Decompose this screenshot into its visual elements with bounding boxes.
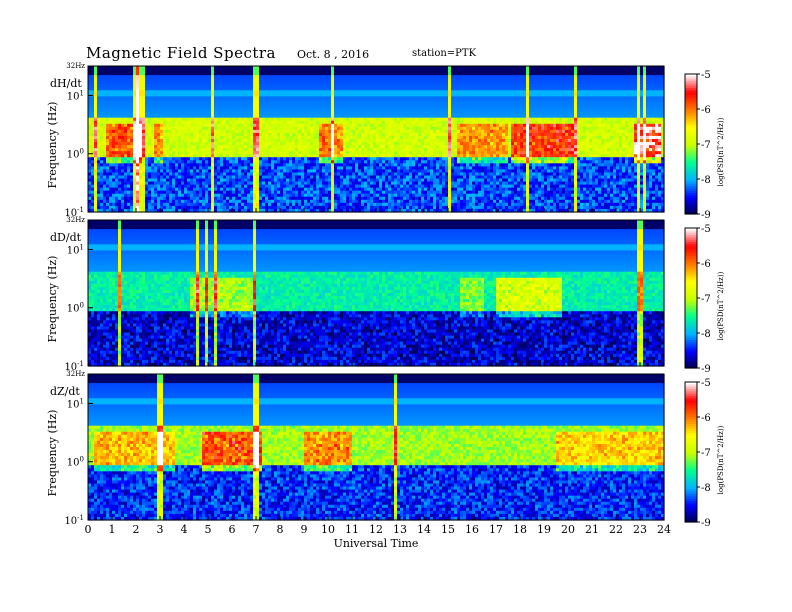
x-tick-label: 4 xyxy=(181,523,188,536)
colorbar-label: log(PSD(nT^2/Hz)) xyxy=(717,425,725,494)
colorbar-tick-label: -9 xyxy=(701,364,711,375)
y-top-label: 32Hz xyxy=(66,216,85,224)
x-tick-label: 14 xyxy=(417,523,431,536)
x-axis-label: Universal Time xyxy=(334,537,419,550)
colorbar-tick-label: -9 xyxy=(701,518,711,529)
component-label: dZ/dt xyxy=(50,385,80,398)
x-tick-label: 21 xyxy=(585,523,599,536)
colorbar-3: -5 -6 -7 -8 -9 log(PSD(nT^2/Hz)) xyxy=(685,378,725,529)
colorbar-tick-label: -7 xyxy=(701,448,711,459)
y-tick-label: 101 xyxy=(67,89,84,102)
y-tick-label: 100 xyxy=(67,302,84,315)
x-tick-label: 0 xyxy=(85,523,92,536)
y-top-label: 32Hz xyxy=(66,370,85,378)
colorbar-tick-label: -8 xyxy=(701,175,711,186)
y-tick-label: 101 xyxy=(67,243,84,256)
y-tick-label: 101 xyxy=(67,397,84,410)
colorbar-tick-label: -7 xyxy=(701,294,711,305)
x-tick-label: 5 xyxy=(205,523,212,536)
x-tick-label: 11 xyxy=(345,523,359,536)
spectrogram-panel-3 xyxy=(88,374,665,521)
x-tick-label: 7 xyxy=(253,523,260,536)
x-tick-label: 22 xyxy=(609,523,623,536)
colorbar-label: log(PSD(nT^2/Hz)) xyxy=(717,271,725,340)
colorbar-tick-label: -5 xyxy=(701,378,711,389)
x-tick-label: 23 xyxy=(633,523,647,536)
x-tick-label: 18 xyxy=(513,523,527,536)
spectrogram-panel-2 xyxy=(88,220,665,367)
x-tick-label: 24 xyxy=(657,523,671,536)
x-tick-label: 9 xyxy=(301,523,308,536)
colorbar-1: -5 -6 -7 -8 -9 log(PSD(nT^2/Hz)) xyxy=(685,70,725,221)
spectrogram-panel-1 xyxy=(88,66,665,213)
x-tick-label: 13 xyxy=(393,523,407,536)
y-top-label: 32Hz xyxy=(66,62,85,70)
x-tick-label: 16 xyxy=(465,523,479,536)
x-tick-label: 2 xyxy=(133,523,140,536)
colorbar-tick-label: -6 xyxy=(701,413,711,424)
colorbar-tick-label: -9 xyxy=(701,210,711,221)
colorbar-tick-label: -5 xyxy=(701,70,711,81)
colorbar-tick-label: -7 xyxy=(701,140,711,151)
colorbar-tick-label: -8 xyxy=(701,483,711,494)
x-tick-label: 20 xyxy=(561,523,575,536)
y-tick-label: 10-1 xyxy=(64,514,84,527)
colorbar-tick-label: -8 xyxy=(701,329,711,340)
x-tick-label: 12 xyxy=(369,523,383,536)
x-tick-label: 3 xyxy=(157,523,164,536)
colorbar-tick-label: -6 xyxy=(701,259,711,270)
colorbar-tick-label: -5 xyxy=(701,224,711,235)
x-tick-label: 8 xyxy=(277,523,284,536)
colorbar-2: -5 -6 -7 -8 -9 log(PSD(nT^2/Hz)) xyxy=(685,224,725,375)
colorbar-label: log(PSD(nT^2/Hz)) xyxy=(717,117,725,186)
x-tick-label: 19 xyxy=(537,523,551,536)
y-tick-label: 100 xyxy=(67,148,84,161)
colorbar-tick-label: -6 xyxy=(701,105,711,116)
component-label: dD/dt xyxy=(50,231,82,244)
x-tick-label: 15 xyxy=(441,523,455,536)
y-tick-label: 100 xyxy=(67,456,84,469)
x-tick-label: 10 xyxy=(321,523,335,536)
x-tick-label: 6 xyxy=(229,523,236,536)
y-axis-label: Frequency (Hz) xyxy=(46,102,59,189)
x-tick-label: 17 xyxy=(489,523,503,536)
component-label: dH/dt xyxy=(50,77,82,90)
y-axis-label: Frequency (Hz) xyxy=(46,256,59,343)
y-axis-label: Frequency (Hz) xyxy=(46,410,59,497)
x-tick-label: 1 xyxy=(109,523,116,536)
